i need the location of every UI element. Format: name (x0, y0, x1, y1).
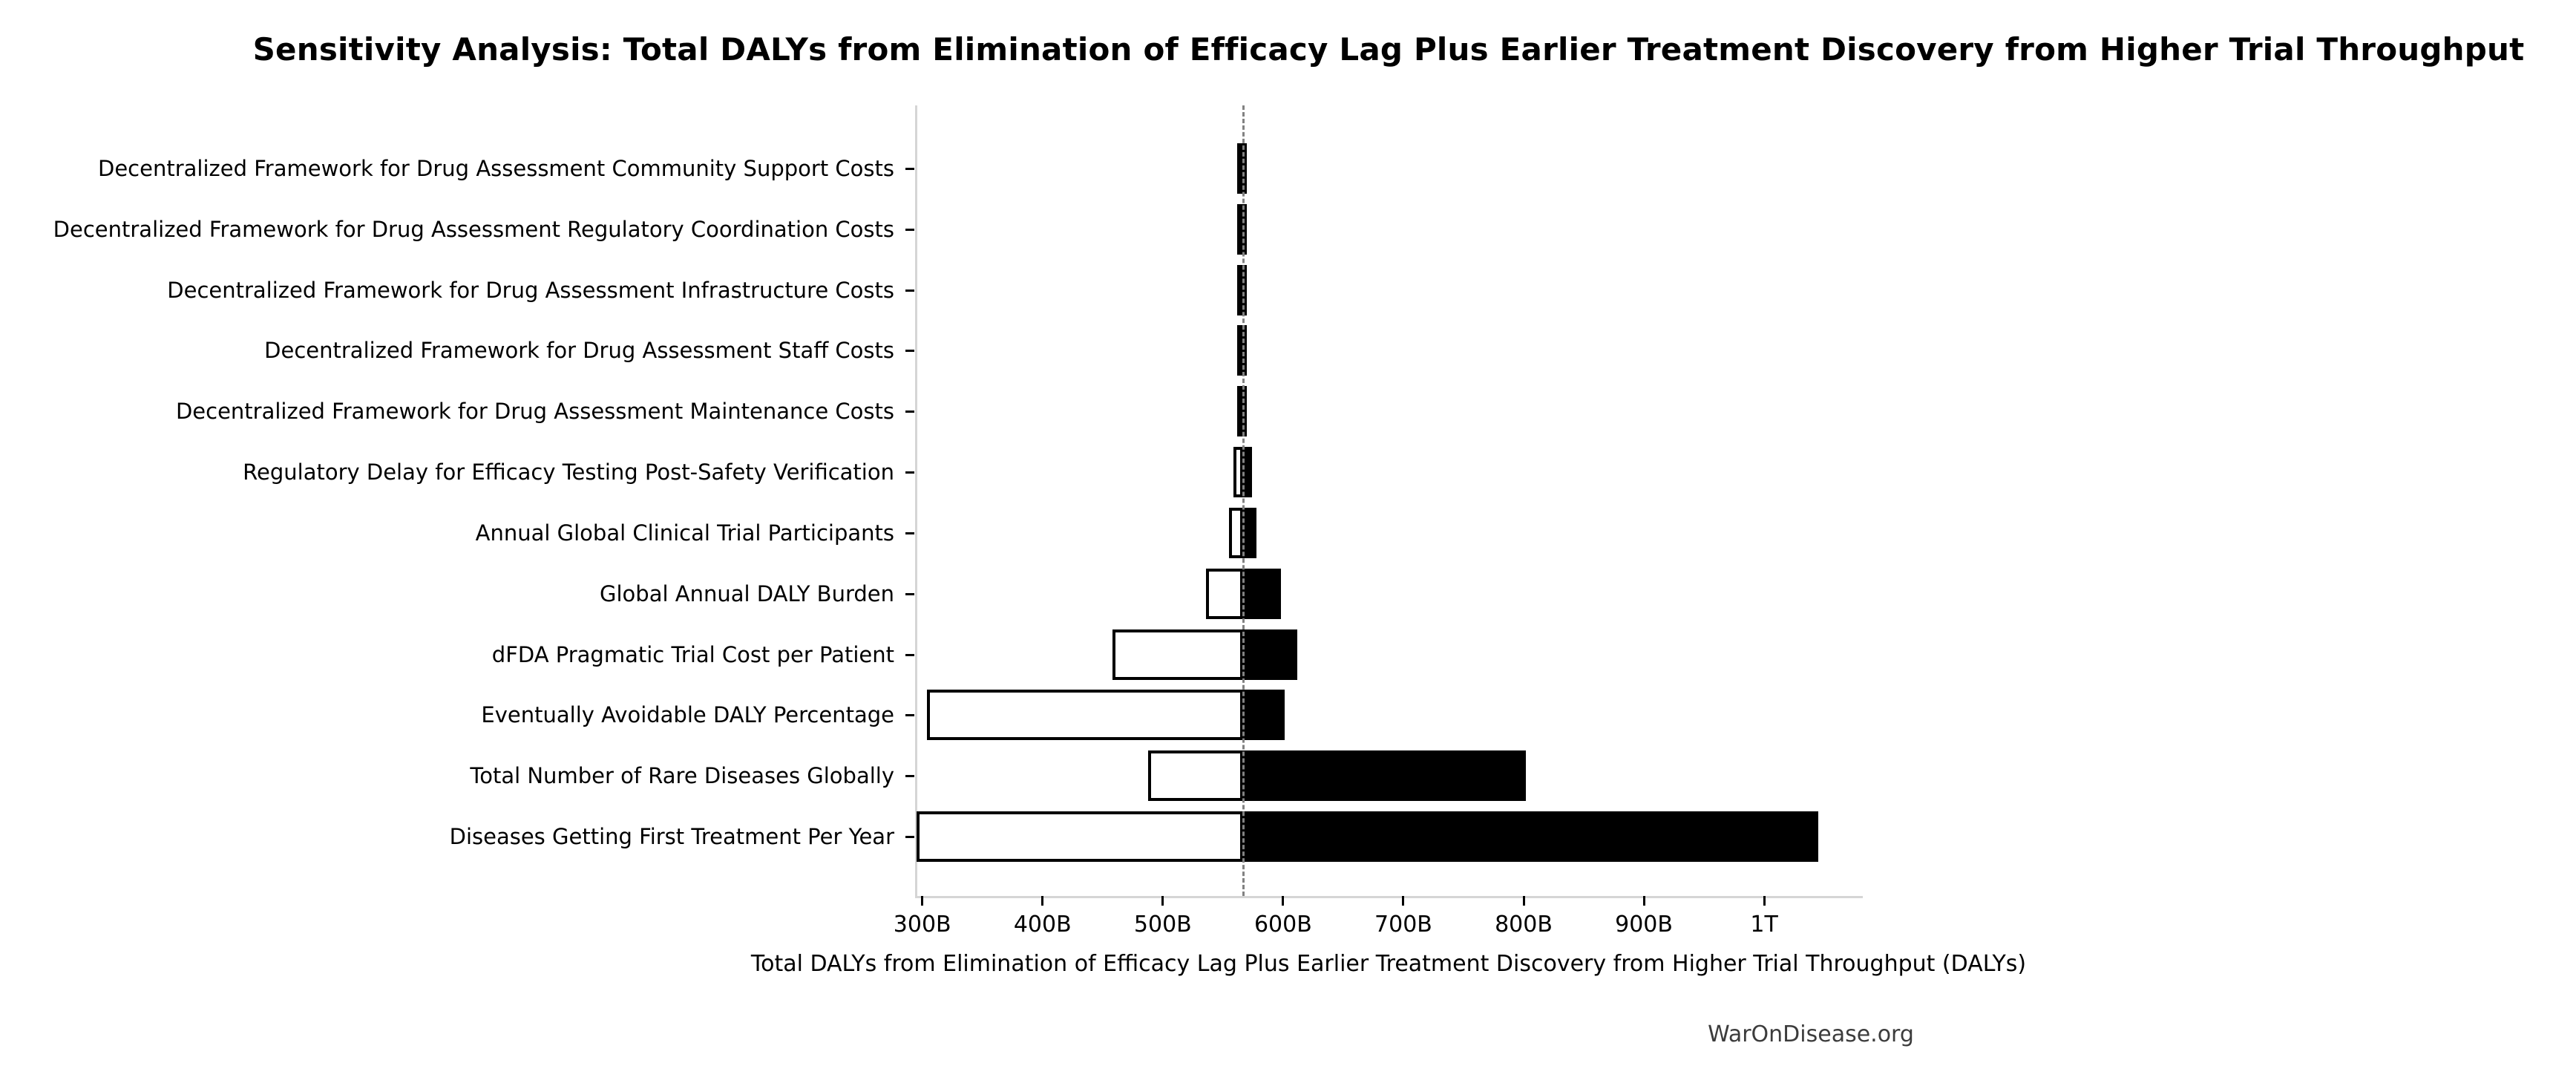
bar-high-range (1243, 447, 1252, 498)
bar-low-range (1206, 568, 1244, 619)
bar-low-range (1237, 264, 1244, 315)
bar-low-range (1237, 386, 1244, 437)
bar-high-range (1243, 811, 1819, 863)
bar-low-range (1237, 143, 1244, 194)
watermark: WarOnDisease.org (1708, 1021, 1914, 1047)
x-tick-label: 600B (1253, 912, 1312, 938)
y-tick-mark (905, 350, 914, 353)
x-tick-label: 300B (893, 912, 951, 938)
bar-high-range (1243, 143, 1248, 194)
y-tick-mark (905, 168, 914, 170)
x-tick-mark (1402, 896, 1405, 906)
y-tick-mark (905, 410, 914, 413)
y-tick-label: Decentralized Framework for Drug Assessm… (264, 338, 894, 364)
bar-high-range (1243, 629, 1298, 680)
baseline-dashed-line (1242, 105, 1245, 896)
bar-high-range (1243, 750, 1527, 802)
bar-high-range (1243, 325, 1248, 376)
x-tick-mark (1642, 896, 1645, 906)
y-tick-label: Global Annual DALY Burden (600, 580, 894, 606)
y-tick-label: dFDA Pragmatic Trial Cost per Patient (491, 641, 894, 667)
bar-low-range (1237, 325, 1244, 376)
y-tick-mark (905, 289, 914, 292)
chart-title: Sensitivity Analysis: Total DALYs from E… (252, 31, 2525, 68)
x-tick-mark (1161, 896, 1164, 906)
y-tick-label: Annual Global Clinical Trial Participant… (475, 520, 894, 546)
x-tick-label: 800B (1495, 912, 1553, 938)
y-tick-label: Decentralized Framework for Drug Assessm… (53, 216, 894, 242)
x-tick-label: 400B (1013, 912, 1072, 938)
y-tick-label: Regulatory Delay for Efficacy Testing Po… (243, 459, 894, 485)
x-tick-label: 700B (1374, 912, 1432, 938)
bar-high-range (1243, 507, 1257, 558)
y-tick-label: Decentralized Framework for Drug Assessm… (167, 277, 894, 303)
x-tick-mark (1522, 896, 1525, 906)
y-tick-mark (905, 775, 914, 778)
bar-low-range (1228, 507, 1244, 558)
x-tick-label: 500B (1133, 912, 1192, 938)
y-tick-mark (905, 714, 914, 717)
y-tick-mark (905, 836, 914, 839)
y-axis-line (915, 105, 917, 896)
y-tick-label: Diseases Getting First Treatment Per Yea… (449, 824, 894, 850)
y-tick-label: Decentralized Framework for Drug Assessm… (98, 156, 894, 181)
bar-low-range (1148, 750, 1244, 802)
bar-high-range (1243, 264, 1248, 315)
bar-low-range (927, 690, 1244, 741)
x-tick-mark (1763, 896, 1766, 906)
y-tick-mark (905, 531, 914, 534)
y-tick-mark (905, 592, 914, 595)
bar-low-range (1233, 447, 1244, 498)
bar-high-range (1243, 386, 1248, 437)
bar-high-range (1243, 690, 1285, 741)
x-tick-mark (921, 896, 924, 906)
x-tick-mark (1282, 896, 1285, 906)
bar-low-range (916, 811, 1244, 863)
bar-low-range (1237, 203, 1244, 255)
bar-high-range (1243, 203, 1248, 255)
bar-low-range (1112, 629, 1244, 680)
y-tick-mark (905, 228, 914, 231)
y-tick-label: Eventually Avoidable DALY Percentage (481, 702, 894, 728)
y-tick-mark (905, 471, 914, 474)
bar-high-range (1243, 568, 1281, 619)
x-tick-mark (1041, 896, 1044, 906)
x-tick-label: 1T (1750, 912, 1778, 938)
y-tick-label: Total Number of Rare Diseases Globally (470, 763, 894, 789)
x-tick-label: 900B (1615, 912, 1673, 938)
x-axis-line (915, 896, 1863, 898)
y-tick-label: Decentralized Framework for Drug Assessm… (175, 399, 894, 425)
y-tick-mark (905, 653, 914, 656)
x-axis-title: Total DALYs from Elimination of Efficacy… (750, 951, 2027, 977)
